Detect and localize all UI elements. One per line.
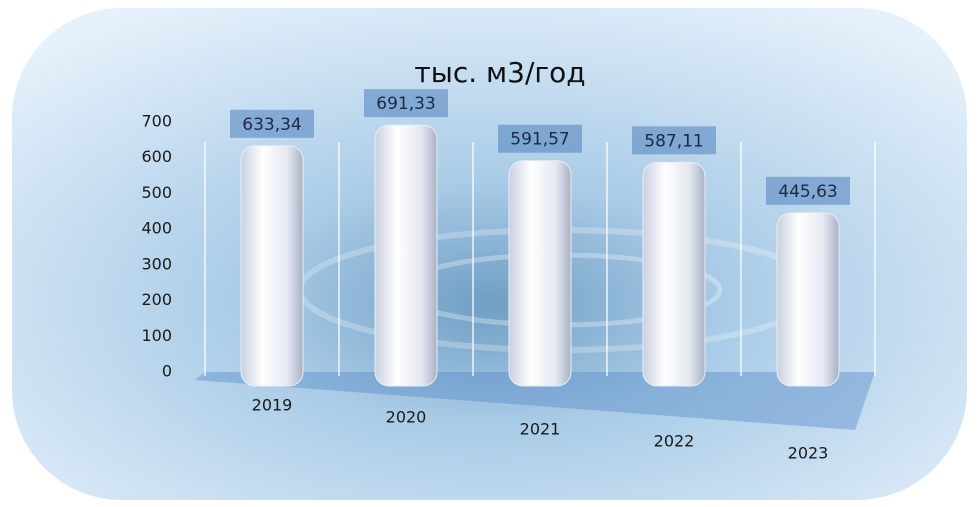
value-label: 691,33	[376, 94, 435, 114]
bar	[240, 145, 304, 387]
y-tick-label: 0	[162, 362, 172, 381]
y-tick-label: 300	[141, 254, 172, 273]
y-tick-label: 200	[141, 290, 172, 309]
floor	[195, 372, 875, 430]
bar	[642, 161, 706, 387]
value-label: 587,11	[644, 131, 703, 151]
value-label-box	[766, 176, 850, 205]
bar	[776, 212, 840, 387]
value-label: 633,34	[242, 115, 301, 135]
x-tick-label: 2020	[386, 408, 427, 427]
value-label-box	[632, 126, 716, 155]
y-tick-label: 700	[141, 112, 172, 131]
value-label-box	[498, 124, 582, 153]
y-tick-label: 400	[141, 219, 172, 238]
chart-title: тыс. м3/год	[414, 56, 585, 89]
bar	[374, 124, 438, 387]
y-tick-label: 600	[141, 147, 172, 166]
y-tick-label: 100	[141, 326, 172, 345]
x-tick-label: 2019	[252, 396, 293, 415]
x-tick-label: 2023	[788, 444, 829, 463]
value-label-box	[364, 89, 448, 118]
x-tick-label: 2022	[654, 432, 695, 451]
x-tick-label: 2021	[520, 420, 561, 439]
bar	[508, 160, 572, 387]
value-label: 445,63	[778, 182, 837, 202]
value-label-box	[230, 109, 314, 138]
y-tick-label: 500	[141, 183, 172, 202]
value-label: 591,57	[510, 130, 569, 150]
